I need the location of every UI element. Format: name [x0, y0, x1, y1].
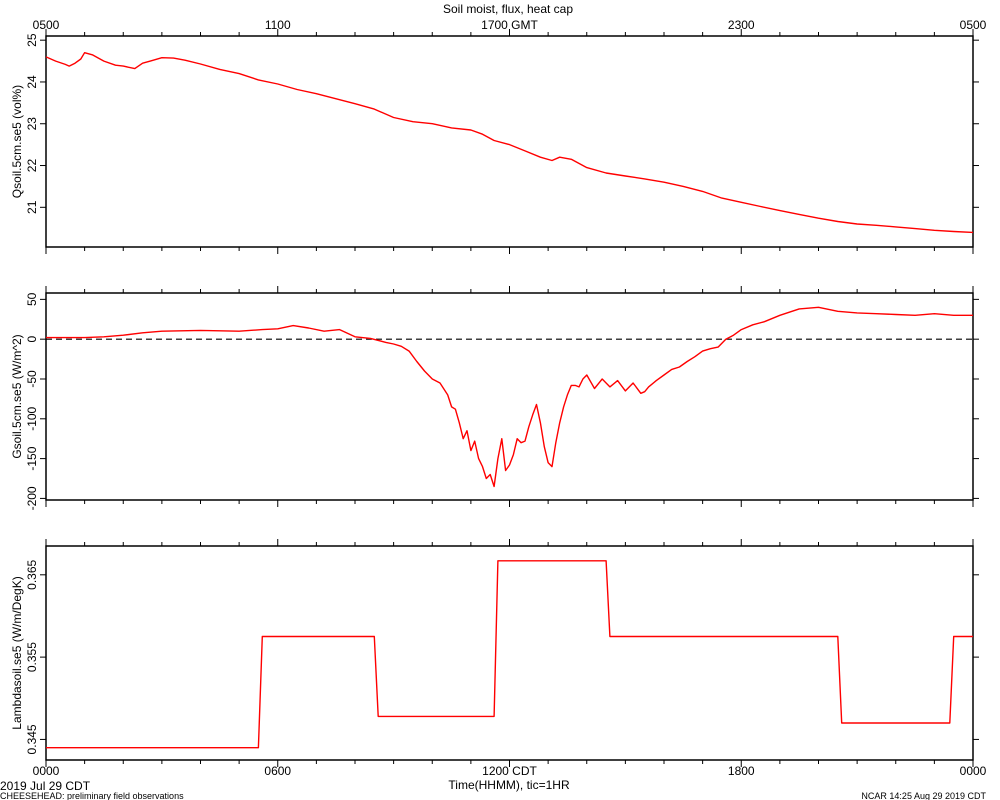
y-tick-label: -200: [25, 486, 39, 510]
soil-moisture-panel: 21 22 23 24 25 Qsoil.5cm.se5 (vol%) 0500 1100 17…: [10, 18, 987, 254]
top-x-tick-label: 1700 GMT: [481, 18, 538, 32]
y-axis-title: Gsoil.5cm.se5 (W/m^2): [10, 334, 24, 458]
plot-frame: [45, 35, 974, 248]
y-tick-label: 21: [25, 200, 39, 214]
x-tick-label: 0600: [264, 764, 291, 778]
series-line: [46, 560, 973, 749]
credit-label: NCAR 14:25 Aug 29 2019 CDT: [861, 791, 986, 800]
x-axis-title: Time(HHMM), tic=1HR: [448, 778, 570, 792]
top-x-tick-label: 2300: [728, 18, 755, 32]
plot-frame: [45, 292, 974, 501]
x-tick-label: 0000: [33, 764, 60, 778]
date-label: 2019 Jul 29 CDT: [0, 779, 91, 793]
x-tick-label: 1200 CDT: [482, 764, 537, 778]
project-label: CHEESEHEAD: preliminary field observatio…: [0, 791, 184, 800]
series-line: [46, 306, 973, 488]
top-x-tick-label: 0500: [960, 18, 987, 32]
y-tick-label: -150: [25, 446, 39, 470]
top-x-tick-label: 1100: [265, 18, 291, 32]
chart-title: Soil moist, flux, heat cap: [443, 2, 573, 16]
series-line: [45, 52, 974, 234]
y-tick-label: 23: [25, 117, 39, 131]
y-tick-label: 50: [25, 292, 39, 306]
y-tick-label: 0.355: [25, 642, 39, 672]
y-tick-label: -100: [25, 406, 39, 430]
y-axis-title: Qsoil.5cm.se5 (vol%): [10, 85, 24, 198]
y-tick-label: 22: [25, 159, 39, 173]
y-tick-label: -50: [25, 370, 39, 388]
y-tick-label: 0.365: [25, 559, 39, 589]
plot-frame: [45, 545, 974, 761]
soil-heat-flux-panel: 50 0 -50 -100 -150 -200 Gsoil.5cm.se5 (W/m^2): [10, 286, 979, 510]
y-tick-label: 25: [25, 33, 39, 47]
top-x-tick-label: 0500: [33, 18, 60, 32]
y-axis-title: Lambdasoil.se5 (W/m/DegK): [10, 576, 24, 729]
x-tick-label: 0000: [960, 764, 987, 778]
y-tick-label: 24: [25, 75, 39, 89]
y-tick-label: 0.345: [25, 724, 39, 754]
y-tick-label: 0: [25, 336, 39, 343]
x-tick-label: 1800: [728, 764, 755, 778]
